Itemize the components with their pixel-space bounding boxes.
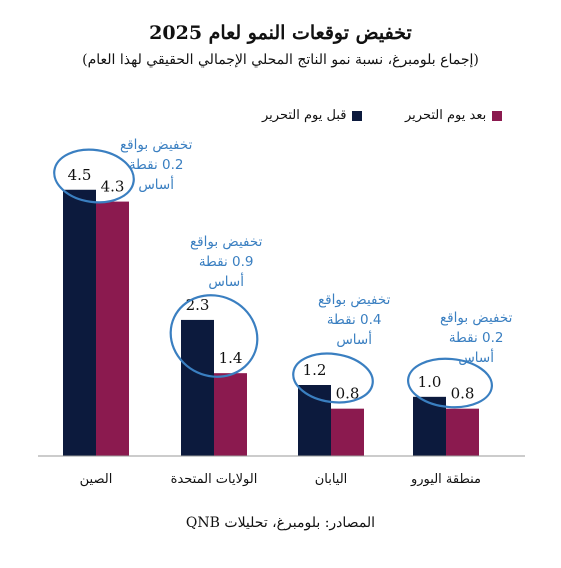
highlight-ellipse-japan [292, 352, 374, 404]
chart-subtitle: (إجماع بلومبرغ، نسبة نمو الناتج المحلي ا… [82, 52, 479, 68]
legend-swatch-before [352, 110, 363, 121]
legend-swatch-after [492, 110, 503, 121]
value-label-japan-after: 0.8 [336, 385, 360, 403]
category-label-japan: اليابان [315, 472, 348, 487]
annotation-china: تخفيض بواقع 0.2 نقطة أساس [120, 135, 192, 195]
bar-china-after [96, 201, 129, 456]
legend-item-before: قبل يوم التحرير [262, 108, 363, 123]
highlight-ellipse-us [169, 294, 259, 378]
value-label-us-after: 1.4 [219, 349, 243, 367]
bar-us-before [181, 319, 214, 456]
annotation-eurozone: تخفيض بواقع 0.2 نقطة أساس [440, 308, 512, 368]
value-label-japan-before: 1.2 [303, 361, 327, 379]
bar-china-before [63, 189, 96, 456]
annotation-eurozone-line3: أساس [458, 350, 494, 366]
value-label-china-before: 4.5 [68, 166, 92, 184]
annotation-eurozone-line2: 0.2 نقطة [448, 330, 504, 346]
annotation-china-line1: تخفيض بواقع [120, 137, 193, 153]
annotation-japan: تخفيض بواقع 0.4 نقطة أساس [318, 290, 390, 350]
annotation-us-line1: تخفيض بواقع [190, 234, 263, 250]
highlight-ellipse-eurozone [407, 357, 493, 409]
annotation-japan-line3: أساس [336, 332, 372, 348]
annotation-china-line2: 0.2 نقطة [128, 157, 184, 173]
annotation-us-line3: أساس [208, 274, 244, 290]
value-label-eurozone-after: 0.8 [451, 385, 475, 403]
bar-eurozone-after [446, 408, 479, 456]
value-label-us-before: 2.3 [186, 296, 210, 314]
category-label-us: الولايات المتحدة [171, 472, 258, 487]
annotation-japan-line2: 0.4 نقطة [326, 312, 382, 328]
highlight-ellipse-china [53, 148, 135, 204]
annotation-us-line2: 0.9 نقطة [198, 254, 254, 270]
legend-item-after: بعد يوم التحرير [405, 108, 503, 123]
bar-us-after [214, 373, 247, 456]
category-label-eurozone: منطقة اليورو [410, 472, 481, 487]
annotation-china-line3: أساس [138, 177, 174, 193]
bar-japan-after [331, 408, 364, 456]
category-label-china: الصين [80, 472, 113, 487]
annotation-eurozone-line1: تخفيض بواقع [440, 310, 513, 326]
legend-label-before: قبل يوم التحرير [262, 108, 347, 123]
value-label-eurozone-before: 1.0 [418, 373, 442, 391]
bar-japan-before [298, 385, 331, 456]
legend-label-after: بعد يوم التحرير [405, 108, 487, 123]
source-note: المصادر: بلومبرغ، تحليلات QNB [185, 515, 376, 531]
value-label-china-after: 4.3 [101, 178, 125, 196]
annotation-japan-line1: تخفيض بواقع [318, 292, 391, 308]
chart-title: تخفيض توقعات النمو لعام 2025 [149, 22, 412, 44]
annotation-us: تخفيض بواقع 0.9 نقطة أساس [190, 232, 262, 292]
